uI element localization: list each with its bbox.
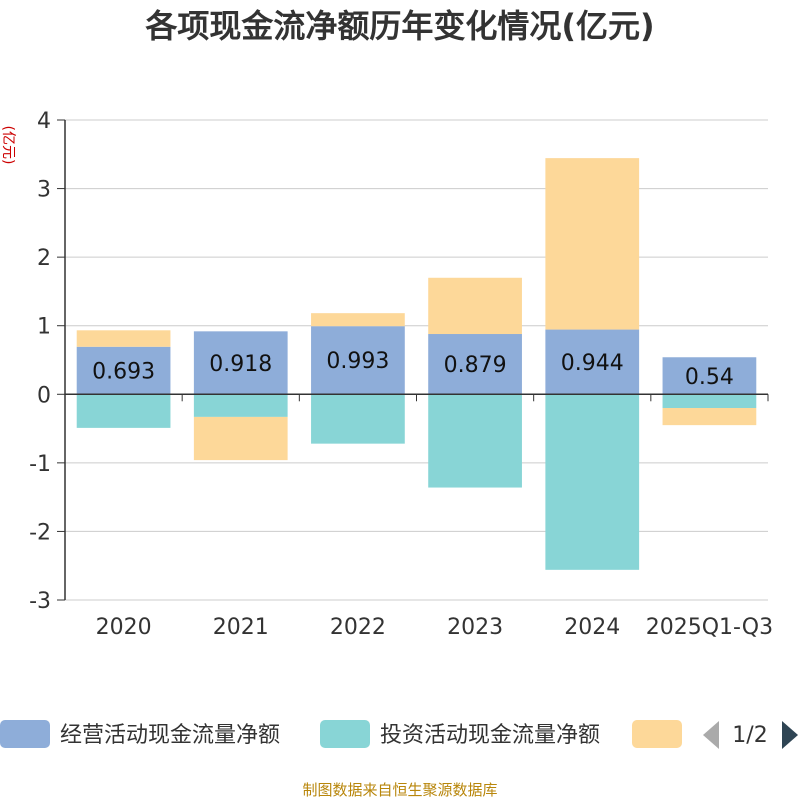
y-tick-label: -3 — [29, 589, 51, 614]
bars-group — [76, 158, 757, 570]
y-axis-unit-label: (亿元) — [0, 126, 16, 165]
data-label: 0.993 — [326, 349, 389, 374]
data-label: 0.918 — [209, 352, 272, 377]
bar-series1-2025Q1-Q3[interactable] — [662, 394, 757, 408]
legend-prev-page-icon[interactable] — [703, 721, 719, 749]
bar-series2-2022[interactable] — [311, 313, 405, 327]
y-tick-label: -2 — [29, 520, 51, 545]
bar-series2-2025Q1-Q3[interactable] — [662, 408, 757, 426]
bar-series1-2024[interactable] — [545, 394, 640, 570]
y-tick-label: 1 — [37, 315, 51, 340]
y-tick-label: 0 — [37, 383, 51, 408]
bar-series0-2024[interactable] — [545, 329, 640, 395]
x-tick-label: 2025Q1-Q3 — [646, 615, 773, 640]
gridlines — [65, 119, 768, 601]
legend-swatch-third — [632, 720, 682, 748]
chart-title: 各项现金流净额历年变化情况(亿元) — [145, 7, 654, 45]
legend-label-investing: 投资活动现金流量净额 — [380, 723, 600, 748]
legend-next-page-icon[interactable] — [782, 721, 798, 749]
source-note: 制图数据来自恒生聚源数据库 — [302, 781, 497, 799]
x-tick-label: 2023 — [447, 615, 503, 640]
y-tick-label: 3 — [37, 178, 51, 203]
legend-page-indicator: 1/2 — [732, 723, 767, 748]
bar-series0-2022[interactable] — [311, 326, 405, 395]
data-label: 0.879 — [444, 353, 507, 378]
legend-item-third[interactable] — [632, 720, 682, 748]
bar-series0-2021[interactable] — [193, 331, 288, 395]
x-tick-label: 2022 — [330, 615, 386, 640]
bar-series2-2021[interactable] — [193, 416, 288, 461]
legend-swatch-operating — [0, 720, 50, 748]
bar-series1-2023[interactable] — [428, 394, 522, 488]
bar-series0-2023[interactable] — [428, 334, 522, 395]
y-tick-label: -1 — [29, 452, 51, 477]
bar-series2-2020[interactable] — [76, 330, 171, 347]
x-tick-label: 2020 — [96, 615, 152, 640]
data-label: 0.944 — [561, 351, 624, 376]
data-labels: 0.693 0.918 0.993 0.879 0.944 0.54 — [92, 349, 734, 390]
y-tick-label: 4 — [37, 109, 51, 134]
bar-series1-2020[interactable] — [76, 394, 171, 428]
legend-item-investing[interactable]: 投资活动现金流量净额 — [320, 720, 600, 748]
axes: 4 3 2 1 0 -1 -2 -3 2020 2021 2022 2023 2024 2025Q1-Q3 — [29, 109, 773, 640]
legend-swatch-investing — [320, 720, 370, 748]
bar-series2-2024[interactable] — [545, 158, 640, 330]
legend-item-operating[interactable]: 经营活动现金流量净额 — [0, 720, 280, 748]
bar-series2-2023[interactable] — [428, 277, 522, 335]
bar-series1-2021[interactable] — [193, 394, 288, 417]
legend-label-operating: 经营活动现金流量净额 — [60, 723, 280, 748]
legend: 经营活动现金流量净额 投资活动现金流量净额 1/2 — [0, 720, 798, 749]
bar-series0-2025Q1-Q3[interactable] — [662, 357, 757, 395]
bar-series1-2022[interactable] — [311, 394, 405, 444]
x-tick-label: 2021 — [213, 615, 269, 640]
x-tick-label: 2024 — [564, 615, 620, 640]
data-label: 0.54 — [685, 365, 734, 390]
data-label: 0.693 — [92, 360, 155, 385]
bar-series0-2020[interactable] — [76, 346, 171, 395]
y-tick-label: 2 — [37, 246, 51, 271]
